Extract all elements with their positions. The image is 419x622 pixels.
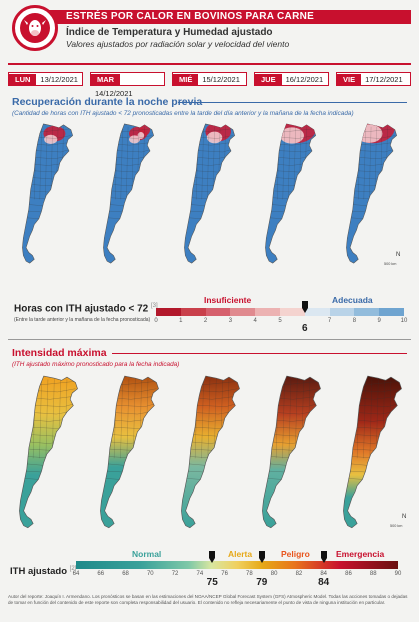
legend2-tick: 90	[394, 571, 402, 577]
legend1-note: (Entre la tarde anterior y la mañana de …	[14, 317, 151, 323]
legend1-tick: 0	[154, 318, 158, 324]
legend1-tick: 10	[400, 318, 408, 324]
category-peligro: Peligro	[281, 549, 310, 559]
banner: ESTRÉS POR CALOR EN BOVINOS PARA CARNE	[32, 10, 411, 24]
legend2-title: ITH ajustado [2]	[10, 566, 77, 578]
legend2-tick: 80	[270, 571, 278, 577]
legend1-swatch	[304, 308, 331, 316]
legend1-insufficient-label: Insuficiente	[204, 295, 252, 305]
section1-divider	[178, 102, 407, 103]
legend1-tick: 3	[228, 318, 233, 324]
legend1-swatch	[230, 308, 256, 316]
category-emergencia: Emergencia	[336, 549, 385, 559]
legend2-tick: 78	[246, 571, 253, 577]
legend1-title: Horas con ITH ajustado < 72 [3]	[14, 303, 158, 315]
intensity-map	[100, 375, 159, 529]
header: ESTRÉS POR CALOR EN BOVINOS PARA CARNE Í…	[8, 5, 411, 65]
intensity-map	[262, 375, 321, 529]
section2-divider	[112, 353, 407, 354]
north-arrow-icon: N	[402, 514, 407, 520]
recovery-maps: N 500 km	[8, 122, 413, 272]
intensity-map	[19, 375, 78, 529]
section-separator	[8, 339, 411, 340]
legend1-swatch	[255, 308, 281, 316]
section2-subtitle: (ITH ajustado máximo pronosticado para l…	[12, 361, 180, 368]
legend2-gradient	[76, 561, 398, 569]
legend1-tick: 2	[203, 318, 208, 324]
section1-title: Recuperación durante la noche previa	[12, 96, 203, 108]
legend2-tick: 86	[345, 571, 352, 577]
date-row: LUN 13/12/2021 MAR14/12/2021 MIÉ 15/12/202…	[8, 72, 413, 98]
legend1-swatch	[280, 308, 306, 316]
legend1-swatch	[180, 308, 207, 316]
intensity-map	[343, 375, 402, 529]
cow-head-icon	[24, 20, 46, 36]
date-chip: MAR14/12/2021	[90, 72, 165, 98]
legend2-tick: 76	[221, 571, 228, 577]
date-chip: JUE 16/12/2021	[254, 72, 329, 86]
legend1-swatch	[205, 308, 231, 316]
footer-disclaimer: Autor del reporte: Joaquín I. Armendano.…	[8, 594, 408, 605]
category-normal: Normal	[132, 549, 162, 559]
legend1-swatch	[354, 308, 380, 316]
legend1-swatch	[379, 308, 405, 316]
recovery-map	[346, 123, 398, 264]
section2-title: Intensidad máxima	[12, 347, 107, 359]
threshold-marker-icon	[301, 300, 308, 313]
recovery-map	[184, 123, 236, 264]
date-chip: VIE 17/12/2021	[336, 72, 411, 86]
legend2-tick: 74	[196, 571, 204, 577]
legend2-tick: 68	[122, 571, 129, 577]
legend1-swatch	[156, 308, 182, 316]
legend1-tick: 7	[327, 318, 332, 324]
legend1-adequate-label: Adecuada	[332, 295, 373, 305]
legend2-tick: 66	[97, 571, 105, 577]
threshold-marker-icon	[258, 550, 265, 563]
legend2-tick: 88	[369, 571, 377, 577]
legend2-tick: 84	[320, 571, 328, 577]
threshold-value: 75	[206, 577, 218, 588]
scale-bar: 500 km	[390, 524, 403, 528]
legend2-tick: 64	[72, 571, 80, 577]
date-chip: LUN 13/12/2021	[8, 72, 83, 86]
intensity-map	[181, 375, 240, 529]
threshold-marker-icon	[209, 550, 216, 563]
threshold-value: 6	[302, 323, 308, 334]
legend2-tick: 70	[146, 571, 154, 577]
intensity-maps: N 500 km	[8, 374, 413, 534]
legend1-tick: 8	[352, 318, 357, 324]
recovery-map	[265, 123, 317, 264]
section1-subtitle: (Cantidad de horas con ITH ajustado < 72…	[12, 110, 354, 117]
legend1-tick: 9	[377, 318, 381, 324]
legend1-tick: 1	[179, 318, 183, 324]
header-divider	[8, 63, 411, 65]
recovery-map	[103, 123, 155, 264]
legend2-tick: 82	[295, 571, 303, 577]
recovery-map	[22, 123, 74, 264]
legend1-swatch	[329, 308, 355, 316]
scale-bar: 500 km	[384, 262, 397, 266]
threshold-marker-icon	[320, 550, 327, 563]
threshold-value: 84	[318, 577, 330, 588]
date-chip: MIÉ 15/12/2021	[172, 72, 247, 86]
legend2-tick: 72	[171, 571, 179, 577]
north-arrow-icon: N	[396, 252, 401, 258]
page-subtitle: Valores ajustados por radiación solar y …	[66, 39, 290, 49]
category-alerta: Alerta	[228, 549, 253, 559]
legend1-tick: 4	[253, 318, 257, 324]
threshold-value: 79	[256, 577, 268, 588]
page-title: Índice de Temperatura y Humedad ajustado	[66, 27, 273, 38]
cow-logo-icon	[12, 5, 58, 51]
legend1-tick: 5	[278, 318, 282, 324]
